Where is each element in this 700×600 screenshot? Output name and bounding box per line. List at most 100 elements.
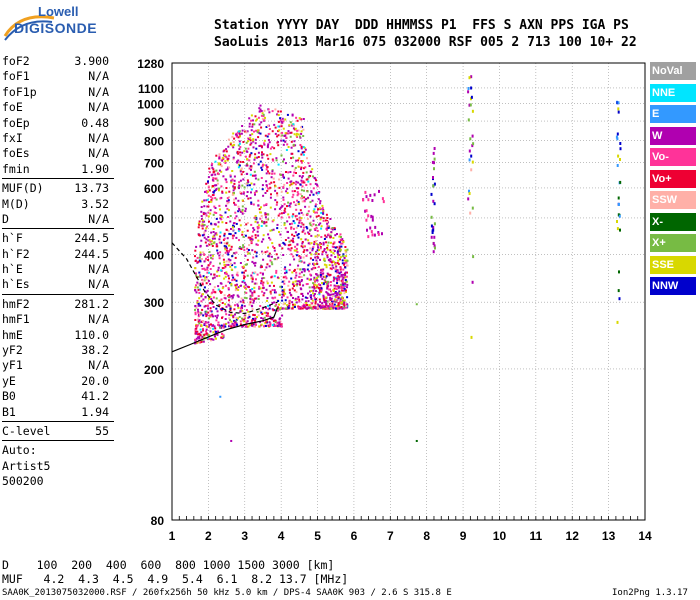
echo-point bbox=[301, 195, 303, 198]
echo-point bbox=[285, 277, 288, 280]
echo-point bbox=[295, 226, 298, 229]
echo-point bbox=[322, 272, 325, 275]
param-name: fxI bbox=[2, 130, 23, 145]
echo-point bbox=[302, 226, 305, 229]
echo-point bbox=[320, 227, 323, 230]
echo-point bbox=[209, 254, 212, 257]
echo-point bbox=[431, 229, 434, 233]
echo-point bbox=[242, 274, 245, 277]
echo-point bbox=[310, 234, 313, 237]
echo-point bbox=[233, 198, 236, 201]
echo-point bbox=[293, 270, 296, 272]
param-name: yF1 bbox=[2, 358, 23, 373]
echo-point bbox=[242, 235, 245, 238]
echo-point bbox=[346, 248, 349, 251]
echo-point bbox=[221, 316, 223, 319]
echo-point bbox=[268, 284, 271, 287]
echo-point bbox=[307, 196, 310, 199]
echo-point bbox=[619, 158, 621, 161]
param-value: 20.0 bbox=[81, 373, 109, 388]
echo-point bbox=[233, 225, 235, 228]
echo-point bbox=[215, 330, 217, 333]
echo-point bbox=[219, 231, 222, 234]
echo-point bbox=[295, 116, 298, 119]
echo-point bbox=[309, 257, 312, 260]
echo-point bbox=[214, 197, 217, 200]
echo-point bbox=[265, 203, 268, 206]
echo-point bbox=[210, 273, 213, 276]
echo-point bbox=[235, 279, 238, 282]
echo-point bbox=[343, 262, 346, 265]
echo-point bbox=[203, 253, 205, 256]
echo-point bbox=[244, 234, 247, 237]
echo-point bbox=[221, 190, 224, 193]
echo-point bbox=[295, 208, 298, 211]
echo-point bbox=[250, 203, 253, 205]
echo-point bbox=[212, 231, 215, 233]
echo-point bbox=[618, 270, 620, 274]
echo-point bbox=[309, 183, 312, 186]
echo-point bbox=[340, 274, 343, 276]
echo-point bbox=[251, 319, 254, 322]
echo-point bbox=[433, 222, 436, 226]
echo-point bbox=[256, 156, 259, 159]
echo-point bbox=[237, 317, 239, 320]
echo-point bbox=[216, 310, 219, 313]
echo-point bbox=[267, 313, 269, 316]
echo-point bbox=[244, 291, 247, 294]
echo-point bbox=[203, 322, 206, 325]
echo-point bbox=[230, 320, 233, 323]
echo-point bbox=[221, 267, 224, 270]
param-value: N/A bbox=[88, 100, 109, 115]
echo-point bbox=[303, 150, 306, 153]
echo-point bbox=[228, 232, 231, 235]
echo-point bbox=[325, 282, 328, 285]
echo-point bbox=[323, 275, 326, 278]
echo-point bbox=[251, 133, 254, 136]
echo-point bbox=[318, 298, 321, 301]
echo-point bbox=[292, 303, 294, 306]
logo-line2: DIGISONDE bbox=[14, 20, 98, 36]
echo-point bbox=[243, 186, 246, 189]
echo-point bbox=[273, 181, 276, 184]
echo-point bbox=[282, 293, 285, 296]
echo-point bbox=[468, 189, 470, 193]
echo-point bbox=[369, 226, 372, 230]
echo-point bbox=[318, 223, 320, 226]
echo-point bbox=[207, 176, 210, 179]
echo-point bbox=[263, 325, 265, 328]
echo-point bbox=[209, 330, 212, 333]
echo-point bbox=[259, 305, 262, 307]
echo-point bbox=[267, 308, 270, 311]
echo-point bbox=[233, 201, 235, 204]
param-row: h`F2 244.5 bbox=[2, 247, 114, 262]
param-row: h`Es N/A bbox=[2, 277, 114, 292]
echo-point bbox=[202, 279, 205, 282]
echo-point bbox=[213, 286, 216, 289]
echo-point bbox=[267, 315, 270, 318]
echo-point bbox=[288, 304, 291, 307]
echo-point bbox=[253, 299, 255, 302]
echo-point bbox=[213, 241, 216, 244]
echo-point bbox=[205, 330, 207, 333]
echo-point bbox=[280, 212, 283, 215]
echo-point bbox=[212, 338, 215, 341]
echo-point bbox=[342, 276, 345, 279]
echo-point bbox=[221, 287, 224, 290]
echo-point bbox=[299, 197, 302, 199]
echo-point bbox=[209, 307, 212, 310]
echo-point bbox=[337, 254, 339, 257]
echo-point bbox=[299, 135, 301, 138]
echo-point bbox=[619, 147, 622, 151]
echo-point bbox=[212, 235, 215, 238]
echo-point bbox=[617, 110, 620, 114]
echo-point bbox=[209, 302, 212, 305]
echo-point bbox=[296, 129, 299, 132]
echo-point bbox=[432, 199, 435, 203]
echo-point bbox=[208, 201, 211, 203]
echo-point bbox=[269, 259, 272, 262]
echo-point bbox=[209, 295, 212, 298]
echo-point bbox=[246, 320, 249, 323]
echo-point bbox=[307, 180, 310, 183]
echo-point bbox=[321, 282, 324, 284]
